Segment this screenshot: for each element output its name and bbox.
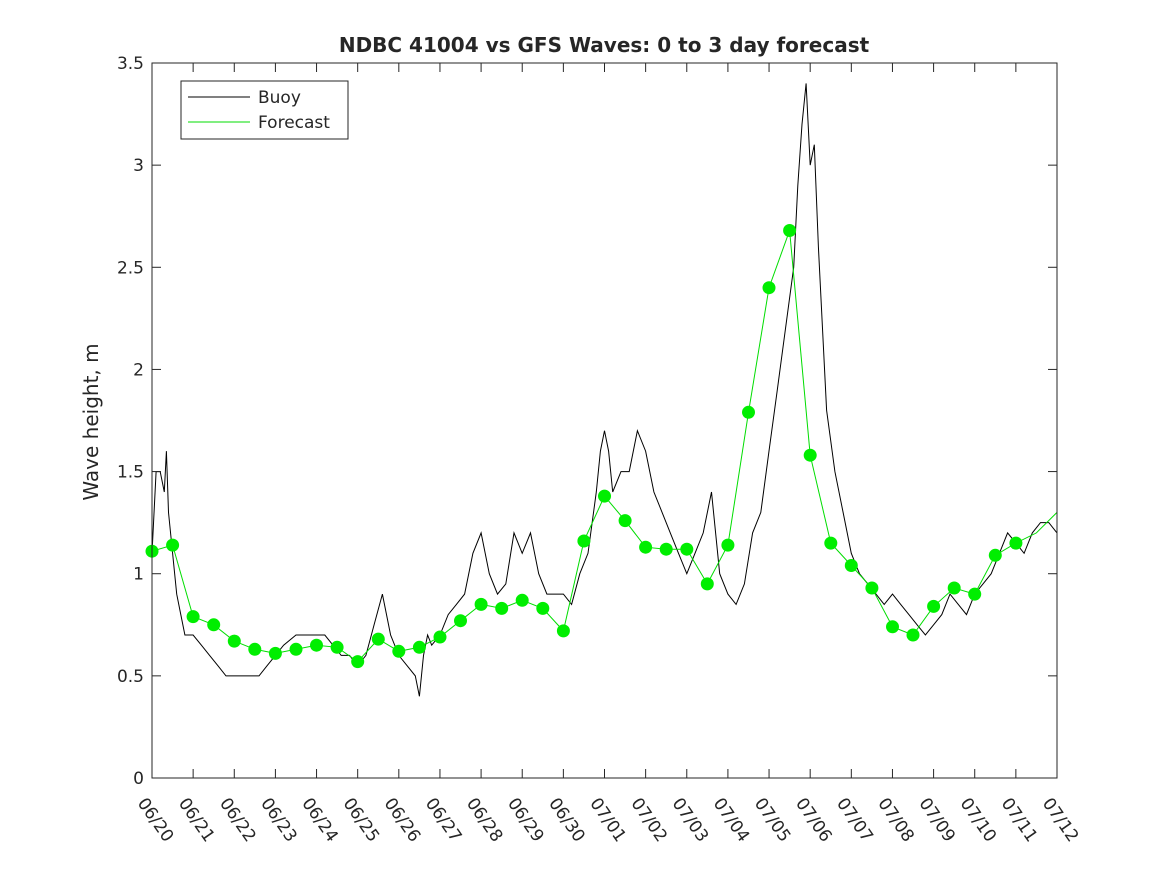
forecast-marker <box>166 538 180 552</box>
forecast-marker <box>886 620 899 634</box>
forecast-marker <box>495 601 509 615</box>
x-tick-label: 07/01 <box>585 794 629 846</box>
forecast-marker <box>371 632 385 646</box>
forecast-marker <box>536 601 550 615</box>
forecast-marker <box>412 640 426 654</box>
legend-label-forecast: Forecast <box>258 113 330 133</box>
forecast-marker <box>721 538 735 552</box>
x-tick-label: 06/21 <box>174 794 218 846</box>
forecast-marker <box>1009 536 1023 550</box>
forecast-marker <box>515 593 529 607</box>
forecast-marker <box>248 642 262 656</box>
forecast-marker <box>865 581 879 595</box>
forecast-marker <box>762 281 776 295</box>
y-tick-label: 3.5 <box>117 54 144 74</box>
forecast-marker <box>906 628 920 642</box>
forecast-marker <box>186 610 200 624</box>
legend-box <box>180 80 349 140</box>
forecast-marker <box>392 644 406 658</box>
forecast-marker <box>988 548 1002 562</box>
x-tick-label: 07/03 <box>668 794 712 846</box>
x-tick-label: 06/29 <box>503 794 547 846</box>
forecast-marker <box>618 514 632 528</box>
x-tick-label: 06/27 <box>421 794 465 846</box>
forecast-marker <box>598 489 611 503</box>
forecast-marker <box>927 599 941 613</box>
x-tick-label: 07/09 <box>915 794 959 846</box>
y-tick-label: 1 <box>133 565 144 585</box>
forecast-marker <box>947 581 961 595</box>
forecast-marker <box>207 618 221 632</box>
x-tick-label: 06/25 <box>339 794 383 846</box>
forecast-marker <box>310 638 323 652</box>
legend: Buoy Forecast <box>180 80 349 140</box>
x-tick-label: 06/20 <box>133 794 177 846</box>
x-tick-label: 06/30 <box>544 794 588 846</box>
x-tick-label: 07/05 <box>750 794 794 846</box>
y-axis: 0 0.5 1 1.5 2 2.5 3 3.5 <box>117 54 1057 789</box>
forecast-marker <box>659 542 673 556</box>
forecast-marker <box>289 642 303 656</box>
x-tick-label: 06/23 <box>256 794 300 846</box>
forecast-marker <box>803 448 817 462</box>
x-tick-label: 06/24 <box>297 794 341 846</box>
y-tick-label: 1.5 <box>117 463 144 483</box>
forecast-marker <box>330 640 344 654</box>
x-tick-label: 07/06 <box>791 794 835 846</box>
y-tick-label: 0.5 <box>117 667 144 687</box>
x-tick-label: 07/11 <box>997 794 1041 846</box>
x-tick-label: 06/22 <box>215 794 259 846</box>
x-tick-label: 07/07 <box>832 794 876 846</box>
y-tick-label: 2.5 <box>117 258 144 278</box>
x-tick-label: 06/26 <box>380 794 424 846</box>
y-tick-label: 2 <box>133 360 144 380</box>
forecast-marker <box>968 587 982 601</box>
forecast-marker <box>742 405 755 419</box>
forecast-marker <box>351 655 365 669</box>
x-tick-label: 07/12 <box>1038 794 1082 846</box>
forecast-marker <box>639 540 653 554</box>
x-tick-label: 07/02 <box>627 794 671 846</box>
forecast-marker <box>227 634 241 648</box>
plot-background <box>152 63 1057 778</box>
forecast-marker <box>433 630 447 644</box>
forecast-marker <box>700 577 714 591</box>
forecast-marker <box>474 597 488 611</box>
plot-area <box>145 62 1058 779</box>
x-tick-label: 07/08 <box>873 794 917 846</box>
forecast-marker <box>454 614 467 628</box>
x-tick-label: 07/04 <box>709 794 753 846</box>
forecast-marker <box>556 624 570 638</box>
y-tick-label: 3 <box>133 156 144 176</box>
chart-title: NDBC 41004 vs GFS Waves: 0 to 3 day fore… <box>339 33 870 57</box>
buoy-series-line <box>151 83 1058 697</box>
forecast-marker <box>268 646 282 660</box>
forecast-marker <box>824 536 838 550</box>
legend-label-buoy: Buoy <box>258 88 301 108</box>
y-tick-label: 0 <box>133 769 144 789</box>
y-axis-label: Wave height, m <box>79 343 103 500</box>
x-tick-label: 07/10 <box>956 794 1000 846</box>
forecast-marker <box>680 542 694 556</box>
forecast-marker <box>783 224 797 237</box>
x-tick-label: 06/28 <box>462 794 506 846</box>
forecast-marker <box>844 559 858 572</box>
forecast-marker <box>577 534 591 548</box>
